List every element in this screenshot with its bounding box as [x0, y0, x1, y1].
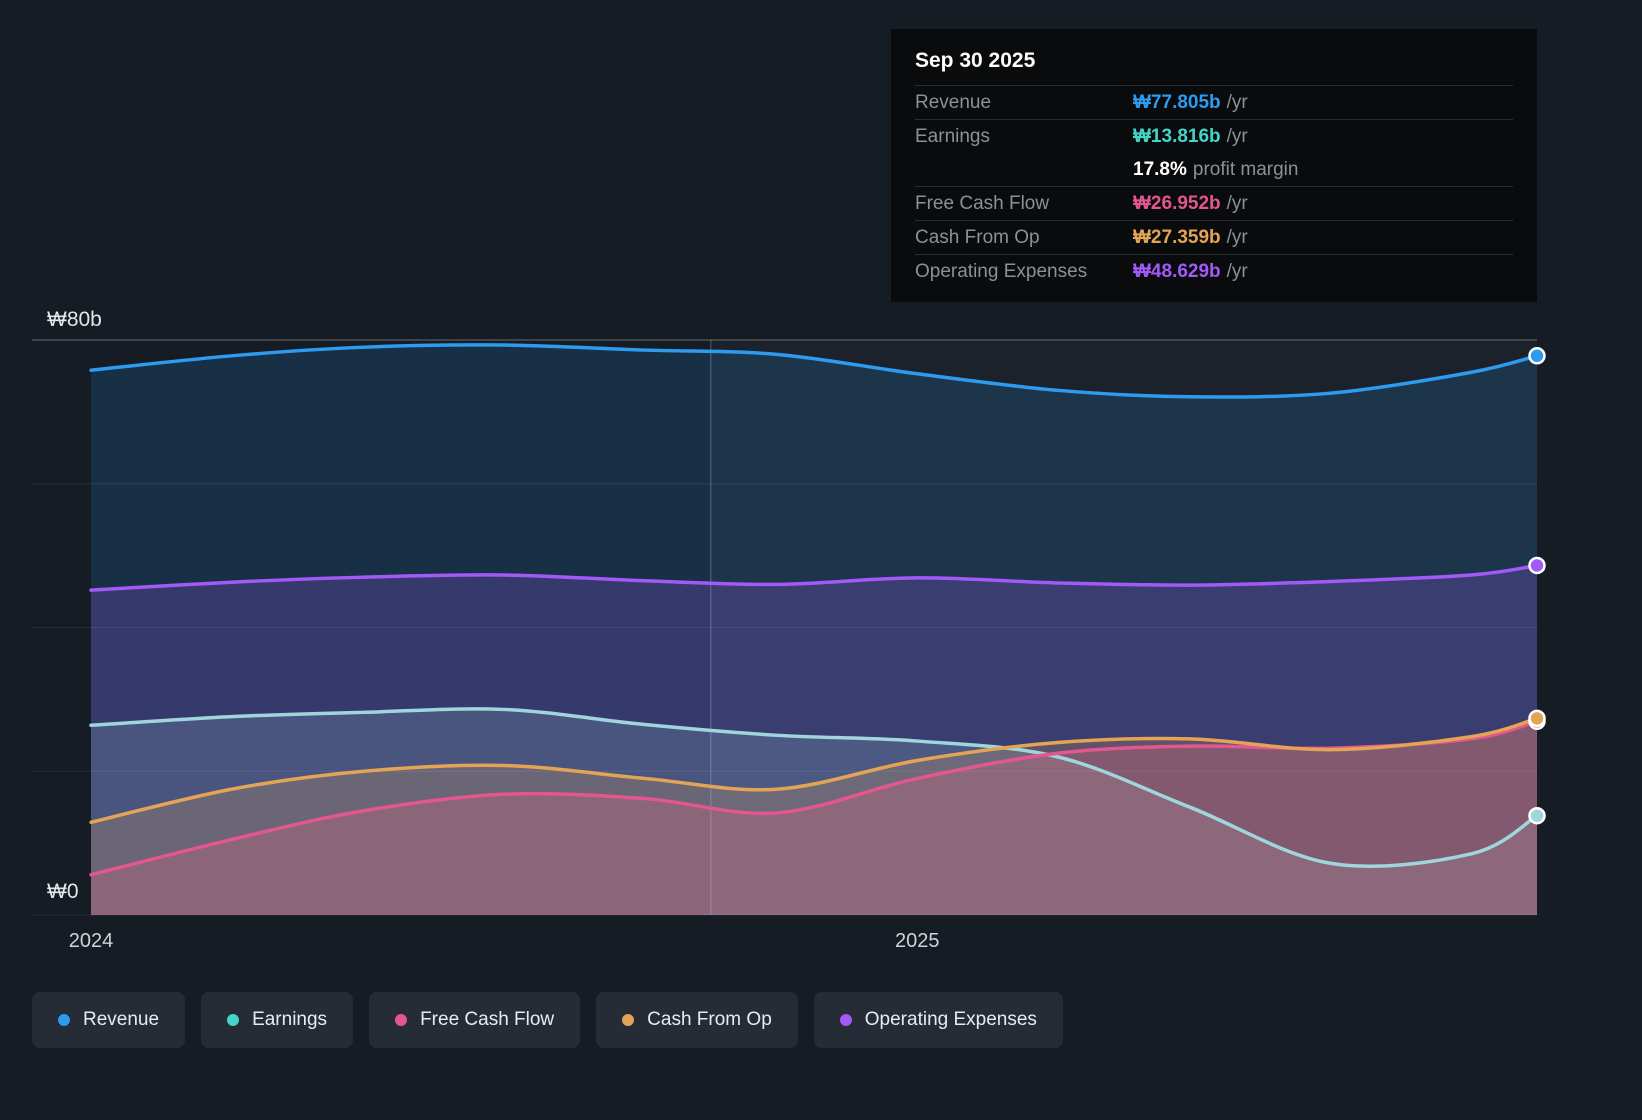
legend-item-free-cash-flow[interactable]: Free Cash Flow — [369, 992, 581, 1048]
free-cash-flow-area — [91, 721, 1537, 915]
tooltip-row-suffix: /yr — [1226, 261, 1248, 282]
tooltip-row-label: Operating Expenses — [915, 261, 1088, 282]
earnings-area — [91, 708, 1537, 915]
revenue-legend-dot-icon — [58, 1014, 70, 1026]
free-cash-flow-legend-dot-icon — [395, 1014, 408, 1026]
y-axis-label-bottom: ₩0 — [47, 880, 79, 903]
x-axis-label-2025: 2025 — [895, 930, 940, 952]
legend-label: Revenue — [83, 1009, 160, 1030]
cash-from-op-line — [89, 716, 1539, 825]
legend-item-cash-from-op[interactable]: Cash From Op — [596, 992, 798, 1048]
legend-label: Earnings — [252, 1009, 328, 1030]
cash-from-op-area — [91, 718, 1537, 915]
tooltip-row-value: ₩77.805b — [1133, 92, 1221, 113]
revenue-end-marker[interactable] — [1528, 347, 1546, 365]
y-axis-label-top: ₩80b — [47, 308, 102, 331]
legend-label: Operating Expenses — [864, 1009, 1037, 1030]
legend-item-revenue[interactable]: Revenue — [32, 992, 186, 1048]
legend: Revenue Earnings Free Cash Flow Cash From O… — [32, 992, 1063, 1048]
tooltip-rows: Revenue ₩77.805b/yr Earnings ₩13.816b/yr 17.… — [915, 85, 1513, 288]
tooltip-panel: Sep 30 2025 Revenue ₩77.805b/yr Earnings ₩1… — [891, 29, 1537, 302]
operating-expenses-legend-dot-icon — [839, 1014, 852, 1026]
forecast-highlight — [710, 340, 1537, 915]
tooltip-row-suffix: /yr — [1226, 193, 1248, 214]
cash-from-op-legend-dot-icon — [622, 1014, 635, 1026]
legend-item-earnings[interactable]: Earnings — [201, 992, 354, 1048]
legend-label: Cash From Op — [647, 1009, 772, 1030]
tooltip-row-label: Free Cash Flow — [915, 193, 1050, 214]
legend-item-operating-expenses[interactable]: Operating Expenses — [813, 992, 1063, 1048]
chart-canvas[interactable]: ₩80b ₩0 2024 2025 — [0, 0, 1642, 960]
tooltip-row-cash-from-op: Cash From Op ₩27.359b/yr — [915, 220, 1513, 254]
operating-expenses-end-marker[interactable] — [1528, 556, 1546, 575]
cash-from-op-end-marker[interactable] — [1528, 709, 1546, 728]
tooltip-row-revenue: Revenue ₩77.805b/yr — [915, 85, 1513, 119]
tooltip-row-suffix: /yr — [1226, 227, 1248, 248]
legend-label: Free Cash Flow — [420, 1009, 555, 1030]
tooltip-row-value: ₩26.952b — [1133, 193, 1221, 214]
revenue-area — [91, 344, 1537, 915]
tooltip-row-suffix: /yr — [1226, 92, 1248, 113]
x-axis-label-2024: 2024 — [69, 930, 114, 952]
tooltip-row-suffix: /yr — [1226, 126, 1248, 147]
tooltip-row-value: ₩13.816b — [1133, 126, 1221, 147]
tooltip-row-suffix: profit margin — [1192, 159, 1299, 180]
tooltip-row-label: Revenue — [915, 92, 992, 113]
operating-expenses-area — [91, 565, 1537, 915]
revenue-line — [89, 343, 1539, 399]
tooltip-row-label: Cash From Op — [915, 227, 1040, 248]
earnings-end-marker[interactable] — [1528, 806, 1546, 825]
tooltip-row-free-cash-flow: Free Cash Flow ₩26.952b/yr — [915, 186, 1513, 220]
tooltip-row-value: ₩48.629b — [1133, 261, 1221, 282]
tooltip-row-label: Earnings — [915, 126, 990, 147]
tooltip-row-value: 17.8% — [1133, 159, 1187, 180]
tooltip-row-operating-expenses: Operating Expenses ₩48.629b/yr — [915, 254, 1513, 288]
tooltip-row-earnings: Earnings ₩13.816b/yr — [915, 119, 1513, 153]
tooltip-row-profit-margin: 17.8% profit margin — [915, 153, 1513, 186]
operating-expenses-line — [89, 563, 1539, 592]
tooltip-date: Sep 30 2025 — [915, 49, 1036, 72]
earnings-line — [89, 707, 1539, 868]
earnings-legend-dot-icon — [227, 1014, 240, 1026]
tooltip-row-value: ₩27.359b — [1133, 227, 1221, 248]
